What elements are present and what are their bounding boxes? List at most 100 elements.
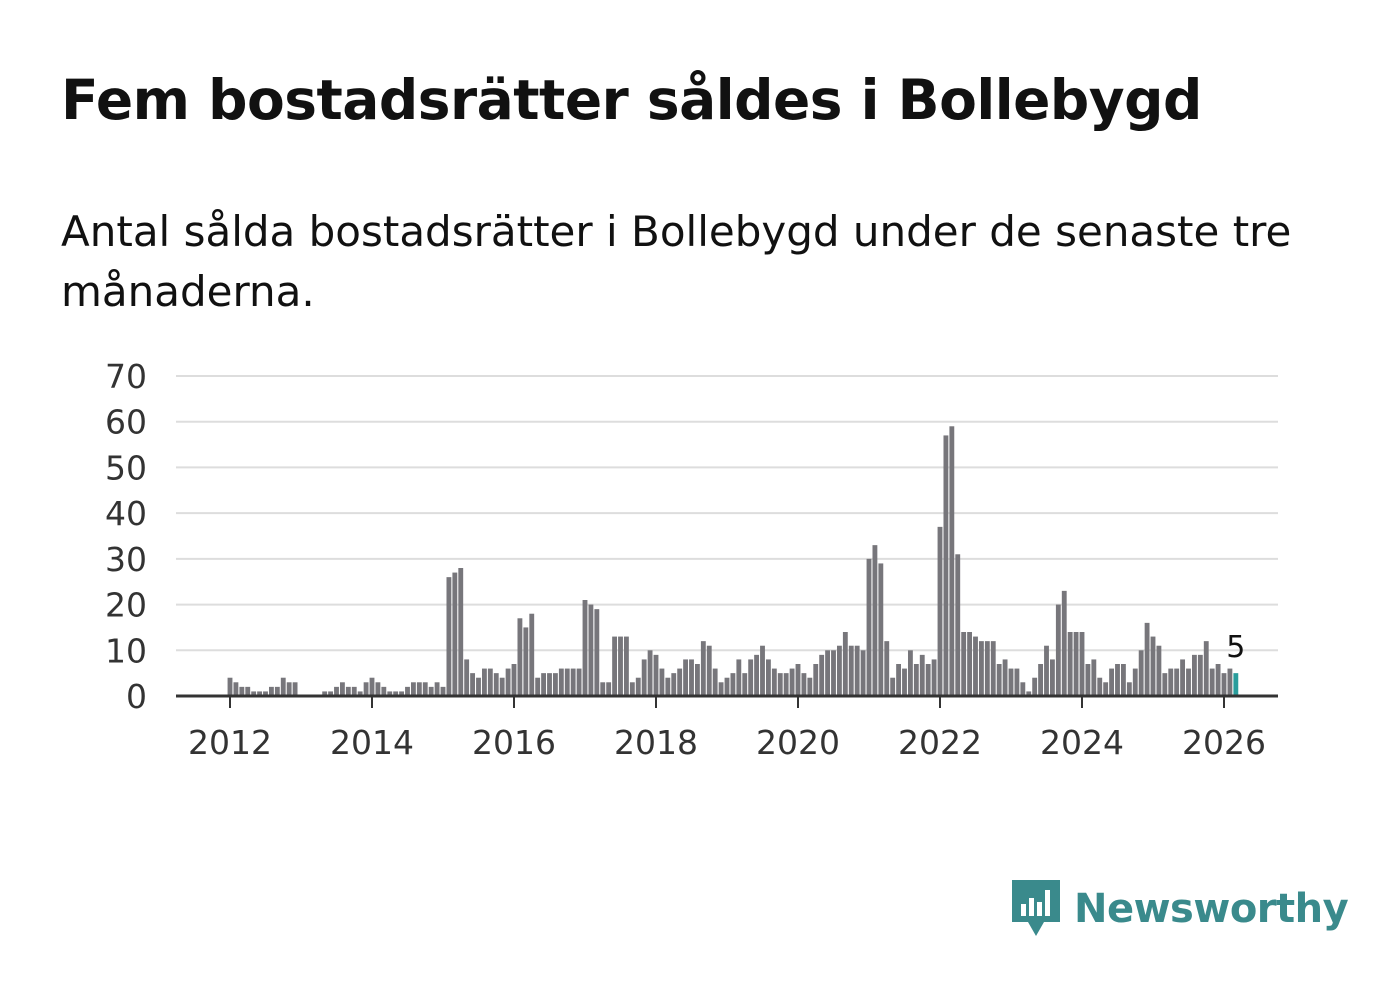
bar [665, 677, 671, 696]
bar [263, 691, 268, 696]
bar [393, 691, 399, 696]
bar [1209, 668, 1215, 696]
bar [937, 526, 943, 696]
bar [677, 668, 683, 696]
bar [458, 568, 464, 696]
bar [902, 668, 907, 696]
bar [836, 645, 842, 696]
bar [227, 677, 233, 696]
bar [1097, 677, 1103, 696]
bar [268, 686, 274, 696]
bar [907, 650, 913, 696]
bar [990, 641, 996, 696]
bar [724, 677, 730, 696]
bar [505, 668, 511, 696]
bar [1162, 673, 1168, 696]
bar [878, 563, 884, 696]
bar [1049, 659, 1055, 696]
bar [1091, 659, 1097, 696]
bar [748, 659, 754, 696]
bar [641, 659, 647, 696]
y-tick-label: 60 [105, 403, 147, 442]
bar [339, 682, 345, 696]
bar [996, 664, 1002, 696]
bar [819, 654, 825, 696]
bar [499, 677, 505, 696]
y-tick-label: 0 [126, 677, 147, 716]
y-tick-label: 30 [105, 540, 147, 579]
x-tick-label: 2022 [898, 723, 982, 762]
bar [860, 650, 866, 696]
bar [1174, 668, 1180, 696]
tick-labels: 0 10 20 30 40 50 60 70 2012 2014 2016 2018 2020 2022 2… [105, 357, 1266, 762]
bar [529, 613, 535, 696]
bar [594, 609, 600, 696]
bar [292, 682, 298, 696]
bar [1026, 691, 1032, 696]
bar [896, 664, 902, 696]
bar [629, 682, 635, 696]
bar [919, 654, 925, 696]
bar [712, 668, 718, 696]
bar [771, 668, 777, 696]
bar [588, 604, 594, 696]
bar [653, 654, 659, 696]
bar [854, 645, 860, 696]
bar [1156, 645, 1162, 696]
bar [1109, 668, 1115, 696]
bar [1215, 664, 1221, 696]
bar [363, 682, 369, 696]
bar [984, 641, 990, 696]
brand-name: Newsworthy [1074, 886, 1349, 932]
bar [387, 691, 393, 696]
bar [635, 677, 641, 696]
bars [227, 426, 1239, 696]
bar [280, 677, 286, 696]
bar [700, 641, 706, 696]
x-tick-label: 2012 [188, 723, 272, 762]
bar [612, 636, 618, 696]
bar [1044, 645, 1049, 696]
bar [848, 645, 854, 696]
bar [1191, 654, 1197, 696]
bar [765, 659, 771, 696]
bar [375, 682, 381, 696]
bar [251, 691, 257, 696]
bar [789, 668, 795, 696]
x-tick-label: 2020 [756, 723, 840, 762]
bar [523, 627, 529, 696]
bar [558, 668, 564, 696]
bar [552, 673, 558, 696]
bar [399, 691, 405, 696]
bar [825, 650, 831, 696]
bar [890, 677, 896, 696]
brand-logo[interactable]: Newsworthy [1010, 876, 1349, 942]
bar [481, 668, 487, 696]
y-tick-label: 40 [105, 494, 147, 533]
bar [1120, 664, 1126, 696]
bar [257, 691, 263, 696]
bar [416, 682, 422, 696]
bar [233, 682, 239, 696]
bar [1103, 682, 1109, 696]
bar [736, 659, 742, 696]
bar [328, 691, 334, 696]
bar [831, 650, 836, 696]
bar [440, 686, 446, 696]
bar [967, 632, 973, 696]
bar [1055, 604, 1061, 696]
bar [961, 632, 967, 696]
bar [239, 686, 245, 696]
bar [576, 668, 582, 696]
bar [541, 673, 547, 696]
bar-highlight [1233, 673, 1239, 696]
x-tick-label: 2014 [330, 723, 414, 762]
bar [434, 682, 440, 696]
y-tick-label: 20 [105, 586, 147, 625]
bar [274, 686, 280, 696]
bar [813, 664, 819, 696]
bar [487, 668, 493, 696]
bar [1032, 677, 1038, 696]
bar [866, 558, 872, 696]
bar [600, 682, 606, 696]
